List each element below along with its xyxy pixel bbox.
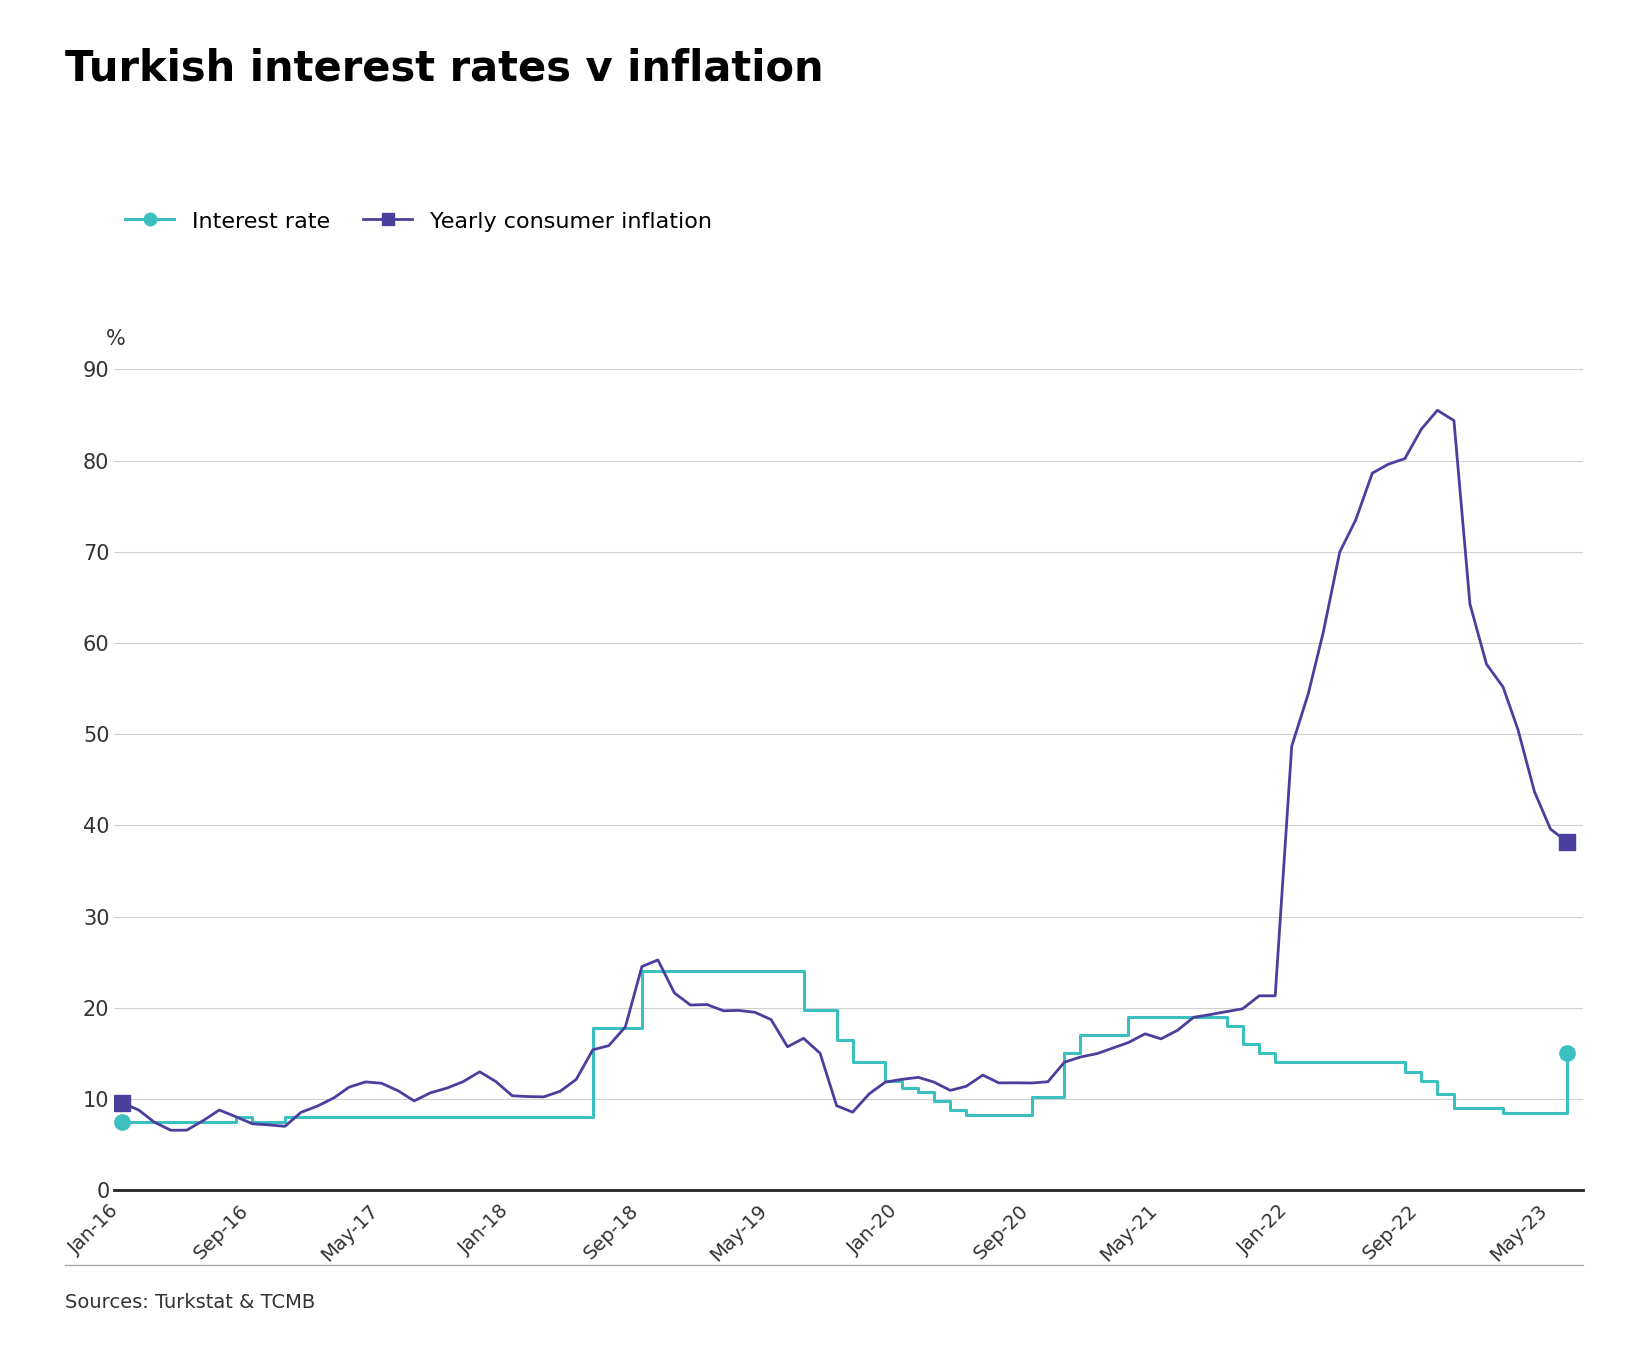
Text: BBC: BBC <box>1474 1298 1537 1321</box>
Text: Sources: Turkstat & TCMB: Sources: Turkstat & TCMB <box>65 1293 315 1312</box>
Text: %: % <box>106 328 126 349</box>
Text: Turkish interest rates v inflation: Turkish interest rates v inflation <box>65 48 824 90</box>
Legend: Interest rate, Yearly consumer inflation: Interest rate, Yearly consumer inflation <box>126 209 712 233</box>
